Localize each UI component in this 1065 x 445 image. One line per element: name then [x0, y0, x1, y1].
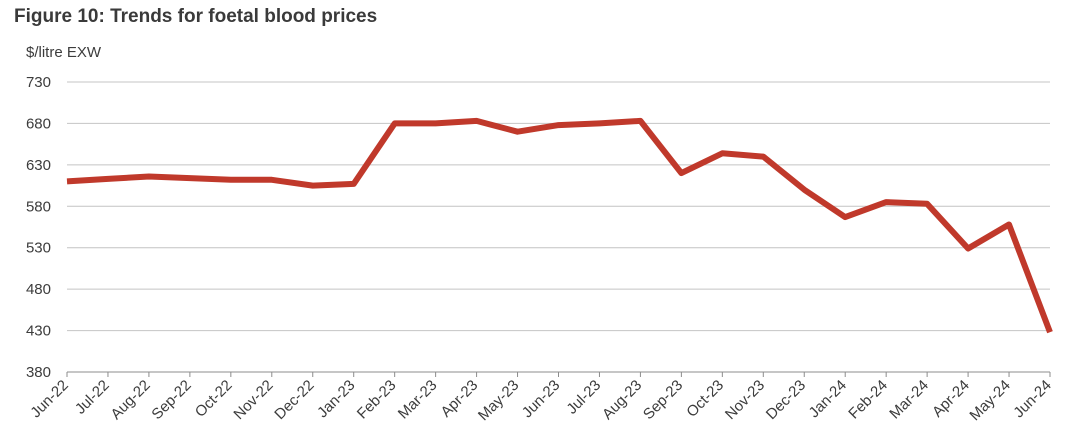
data-point	[596, 120, 602, 126]
x-tick-label: Jan-24	[806, 377, 850, 421]
y-tick-label: 480	[26, 281, 51, 298]
y-tick-label: 580	[26, 198, 51, 215]
chart-title: Figure 10: Trends for foetal blood price…	[14, 6, 378, 27]
data-point	[433, 120, 439, 126]
y-axis-label: $/litre EXW	[26, 44, 102, 61]
x-tick-label: Sep-23	[640, 377, 686, 423]
data-point	[556, 122, 562, 128]
data-point	[883, 199, 889, 205]
x-tick-label: Jun-23	[519, 377, 563, 421]
x-tick-label: Mar-24	[886, 377, 932, 423]
x-tick-label: Nov-23	[722, 377, 768, 423]
x-tick-label: Jun-24	[1010, 377, 1054, 421]
y-tick-label: 680	[26, 115, 51, 132]
series-lines	[64, 117, 1053, 335]
data-point	[842, 214, 848, 220]
x-tick-label: May-23	[475, 377, 522, 424]
x-tick-labels: Jun-22 Jul-22Aug-22Sep-22Oct-22Nov-22Dec-…	[27, 372, 1055, 424]
y-tick-label: 730	[26, 74, 51, 91]
x-tick-label: Oct-23	[683, 377, 727, 421]
x-tick-label: Oct-22	[192, 377, 236, 421]
data-point	[760, 154, 766, 160]
data-point	[637, 118, 643, 124]
x-tick-label: Apr-23	[438, 377, 482, 421]
x-tick-label: Aug-22	[108, 377, 154, 423]
data-point	[392, 120, 398, 126]
x-tick-label: Jan-23	[314, 377, 358, 421]
series-line-0	[66, 117, 1053, 334]
data-point	[105, 176, 111, 182]
data-point	[678, 170, 684, 176]
data-point	[801, 187, 807, 193]
data-point	[228, 177, 234, 183]
data-point	[146, 173, 152, 179]
data-point	[1006, 222, 1012, 228]
x-tick-label: Jul-23	[563, 377, 604, 418]
y-tick-label: 380	[26, 364, 51, 381]
x-tick-label: Jun-22	[27, 377, 71, 421]
data-point	[474, 118, 480, 124]
data-point	[515, 129, 521, 135]
data-point	[924, 201, 930, 207]
data-point	[269, 177, 275, 183]
y-tick-label: 430	[26, 323, 51, 340]
x-tick-label: Apr-24	[929, 377, 973, 421]
y-tick-label: 630	[26, 157, 51, 174]
y-tick-labels: 380 430 480 530 580 630 680 730	[26, 74, 51, 381]
x-tick-label: Feb-23	[354, 377, 400, 423]
data-point	[64, 178, 70, 184]
x-tick-label: Sep-22	[148, 377, 194, 423]
x-tick-label: Nov-22	[230, 377, 276, 423]
data-point	[965, 246, 971, 252]
x-tick-label: Jul-22	[72, 377, 113, 418]
data-point	[187, 175, 193, 181]
x-tick-label: May-24	[966, 377, 1013, 424]
x-tick-label: Aug-23	[599, 377, 645, 423]
data-point	[351, 181, 357, 187]
data-point	[310, 183, 316, 189]
x-tick-label: Feb-24	[845, 377, 891, 423]
x-tick-label: Dec-23	[763, 377, 809, 423]
data-point	[1047, 329, 1053, 335]
x-tick-label: Dec-22	[271, 377, 317, 423]
y-tick-label: 530	[26, 240, 51, 257]
x-tick-label: Mar-23	[395, 377, 441, 423]
data-point	[719, 150, 725, 156]
